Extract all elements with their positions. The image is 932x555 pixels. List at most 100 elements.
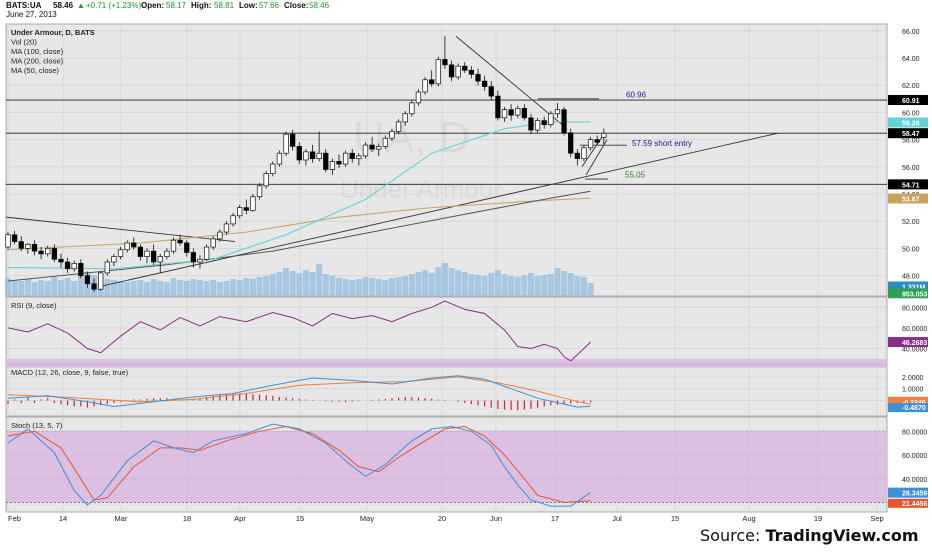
candle-body — [395, 121, 402, 132]
rsi-axis-tick-label: 60.0000 — [902, 326, 927, 333]
source-prefix: Source: — [700, 526, 766, 545]
volume-bar — [587, 283, 594, 296]
volume-bar — [223, 281, 230, 296]
candle-body — [429, 79, 435, 85]
stoch-value-badge — [888, 498, 928, 508]
volume-bar — [51, 277, 58, 296]
x-axis-tick-label: May — [360, 514, 374, 523]
candle-body — [574, 152, 580, 159]
volume-bar — [408, 274, 415, 296]
candle-body — [117, 249, 124, 257]
volume-bar — [428, 273, 435, 296]
candle-body — [51, 248, 57, 260]
stoch-value-label: 21.4456 — [902, 501, 927, 508]
candle-body — [409, 102, 415, 115]
candle-body — [290, 133, 296, 147]
candle-body — [296, 146, 302, 161]
channel-line — [585, 139, 608, 176]
candle-body — [5, 234, 11, 248]
candle-body — [210, 238, 216, 248]
header-change: +0.71 (+1.23%) — [86, 1, 141, 10]
volume-bar — [580, 277, 587, 296]
x-axis-tick-label: Apr — [234, 514, 246, 523]
price-axis-tick-label: 58.00 — [902, 138, 920, 145]
macd-signal-line — [7, 376, 591, 405]
volume-bar — [64, 278, 71, 296]
candle-body — [137, 246, 144, 257]
header-low-label: Low: — [239, 1, 258, 10]
up-arrow-icon: ▲ — [77, 1, 85, 10]
price-axis-tick-label: 52.00 — [902, 219, 920, 226]
header-symbol: BATS:UA — [6, 1, 42, 10]
panel-price-background — [5, 23, 888, 297]
legend-entry: MA (100, close) — [11, 47, 64, 56]
header-open: 58.17 — [166, 1, 187, 10]
volume-bar — [541, 275, 548, 296]
volume-bar — [527, 273, 534, 296]
candle-body — [329, 161, 336, 170]
candle-body — [508, 109, 514, 116]
volume-bar — [130, 281, 137, 296]
chart-header: BATS:UA 58.46 ▲ +0.71 (+1.23%) Open: 58.… — [6, 1, 330, 19]
channel-line — [581, 133, 605, 168]
candle-body — [495, 95, 501, 119]
candle-body — [435, 59, 441, 85]
price-axis-badge-label: 953.053 — [902, 291, 927, 298]
stoch-band — [6, 431, 887, 503]
header-open-label: Open: — [141, 1, 164, 10]
volume-bar — [514, 277, 521, 296]
volume-bar — [256, 277, 263, 296]
volume-bar — [249, 279, 256, 296]
volume-bar — [455, 270, 462, 296]
candle-body — [150, 250, 157, 263]
candle-body — [521, 107, 528, 119]
candle-body — [382, 137, 388, 147]
candle-body — [270, 163, 276, 174]
volume-bar — [561, 271, 568, 296]
price-axis-badge — [888, 193, 928, 204]
candle-body — [468, 69, 475, 75]
volume-bar — [170, 278, 177, 296]
price-axis-badge-label: 53.67 — [902, 196, 920, 203]
volume-bar — [110, 280, 117, 296]
candle-body — [561, 109, 567, 134]
candle-body — [250, 196, 256, 211]
volume-bar — [137, 280, 144, 296]
candle-body — [84, 275, 91, 285]
candle-body — [58, 258, 64, 263]
candle-body — [442, 59, 448, 66]
candle-body — [203, 246, 210, 260]
candle-body — [144, 250, 150, 257]
volume-bar — [243, 278, 250, 296]
volume-bar — [269, 274, 276, 296]
price-axis-badge — [888, 288, 928, 299]
volume-bar — [388, 278, 395, 296]
volume-bar — [18, 281, 25, 296]
volume-bar — [44, 281, 51, 296]
volume-bar — [11, 280, 18, 296]
header-close: 58.46 — [309, 1, 330, 10]
x-axis-tick-label: 15 — [296, 514, 304, 523]
candle-body — [501, 109, 508, 119]
volume-bar — [461, 272, 468, 296]
price-axis-tick-label: 48.00 — [902, 274, 920, 281]
candle-body — [356, 155, 362, 159]
stoch-axis-tick-label: 60.0000 — [902, 453, 927, 460]
stoch-axis-tick-label: 80.0000 — [902, 429, 927, 436]
source-brand: TradingView.com — [765, 526, 919, 545]
volume-bar — [441, 263, 448, 296]
candle-body — [541, 120, 547, 125]
header-date: June 27, 2013 — [6, 10, 57, 19]
rsi-axis-tick-label: 40.0000 — [902, 347, 927, 354]
price-axis-badge — [888, 281, 928, 292]
stoch-title: Stoch (13, 5, 7) — [11, 421, 63, 430]
candle-body — [316, 152, 322, 159]
volume-bar — [157, 281, 164, 296]
volume-bar — [236, 280, 243, 296]
candle-body — [402, 113, 408, 123]
volume-bar — [77, 276, 84, 296]
candle-body — [369, 144, 375, 150]
volume-bar — [382, 280, 389, 296]
volume-bar — [177, 280, 184, 296]
